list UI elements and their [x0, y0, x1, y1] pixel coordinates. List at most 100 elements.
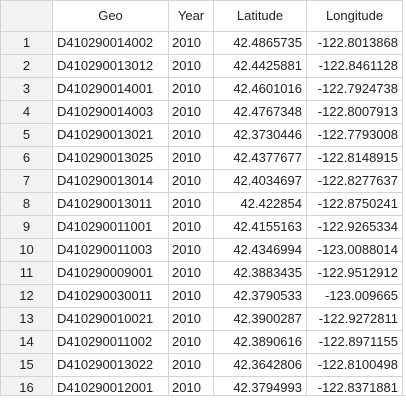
- row-index-cell[interactable]: 6: [0, 146, 53, 170]
- geo-cell[interactable]: D410290013025: [52, 146, 169, 170]
- geo-cell[interactable]: D410290011003: [52, 238, 169, 262]
- longitude-cell[interactable]: -122.8007913: [306, 100, 403, 124]
- row-index-cell[interactable]: 4: [0, 100, 53, 124]
- row-index-cell[interactable]: 14: [0, 330, 53, 354]
- latitude-cell[interactable]: 42.3900287: [213, 307, 307, 331]
- geo-cell[interactable]: D410290013022: [52, 353, 169, 377]
- year-cell[interactable]: 2010: [168, 261, 214, 285]
- table-row[interactable]: 9 D410290011001 2010 42.4155163 -122.9265334: [0, 215, 403, 239]
- table-row[interactable]: 10 D410290011003 2010 42.4346994 -123.008801…: [0, 238, 403, 262]
- table-row[interactable]: 11 D410290009001 2010 42.3883435 -122.951291…: [0, 261, 403, 285]
- geo-cell[interactable]: D410290014002: [52, 31, 169, 55]
- latitude-cell[interactable]: 42.4601016: [213, 77, 307, 101]
- longitude-cell[interactable]: -122.7793008: [306, 123, 403, 147]
- year-cell[interactable]: 2010: [168, 100, 214, 124]
- year-cell[interactable]: 2010: [168, 31, 214, 55]
- row-index-cell[interactable]: 11: [0, 261, 53, 285]
- latitude-cell[interactable]: 42.422854: [213, 192, 307, 216]
- year-cell[interactable]: 2010: [168, 123, 214, 147]
- row-index-cell[interactable]: 13: [0, 307, 53, 331]
- longitude-cell[interactable]: -122.8750241: [306, 192, 403, 216]
- table-row[interactable]: 12 D410290030011 2010 42.3790533 -123.009665: [0, 284, 403, 308]
- table-row[interactable]: 7 D410290013014 2010 42.4034697 -122.8277637: [0, 169, 403, 193]
- longitude-cell[interactable]: -123.009665: [306, 284, 403, 308]
- year-cell[interactable]: 2010: [168, 169, 214, 193]
- table-row[interactable]: 14 D410290011002 2010 42.3890616 -122.897115…: [0, 330, 403, 354]
- row-index-cell[interactable]: 5: [0, 123, 53, 147]
- header-row: Geo Year Latitude Longitude: [0, 0, 403, 32]
- year-cell[interactable]: 2010: [168, 330, 214, 354]
- longitude-cell[interactable]: -122.8013868: [306, 31, 403, 55]
- geo-cell[interactable]: D410290013021: [52, 123, 169, 147]
- latitude-cell[interactable]: 42.4425881: [213, 54, 307, 78]
- row-index-cell[interactable]: 10: [0, 238, 53, 262]
- longitude-cell[interactable]: -122.9272811: [306, 307, 403, 331]
- year-cell[interactable]: 2010: [168, 192, 214, 216]
- latitude-cell[interactable]: 42.3883435: [213, 261, 307, 285]
- year-cell[interactable]: 2010: [168, 353, 214, 377]
- row-index-cell[interactable]: 8: [0, 192, 53, 216]
- table-row[interactable]: 2 D410290013012 2010 42.4425881 -122.8461128: [0, 54, 403, 78]
- longitude-cell[interactable]: -122.9265334: [306, 215, 403, 239]
- geo-cell[interactable]: D410290013012: [52, 54, 169, 78]
- row-index-cell[interactable]: 12: [0, 284, 53, 308]
- year-cell[interactable]: 2010: [168, 146, 214, 170]
- column-header-geo[interactable]: Geo: [52, 0, 169, 32]
- geo-cell[interactable]: D410290013011: [52, 192, 169, 216]
- year-cell[interactable]: 2010: [168, 215, 214, 239]
- latitude-cell[interactable]: 42.4155163: [213, 215, 307, 239]
- latitude-cell[interactable]: 42.4034697: [213, 169, 307, 193]
- year-cell[interactable]: 2010: [168, 307, 214, 331]
- table-body: 1 D410290014002 2010 42.4865735 -122.8013868…: [0, 31, 403, 400]
- geo-cell[interactable]: D410290009001: [52, 261, 169, 285]
- longitude-cell[interactable]: -122.8461128: [306, 54, 403, 78]
- geo-cell[interactable]: D410290011002: [52, 330, 169, 354]
- year-cell[interactable]: 2010: [168, 77, 214, 101]
- year-cell[interactable]: 2010: [168, 284, 214, 308]
- geo-cell[interactable]: D410290014001: [52, 77, 169, 101]
- geo-cell[interactable]: D410290011001: [52, 215, 169, 239]
- table-row[interactable]: 15 D410290013022 2010 42.3642806 -122.810049…: [0, 353, 403, 377]
- row-index-cell[interactable]: 7: [0, 169, 53, 193]
- column-header-longitude[interactable]: Longitude: [306, 0, 403, 32]
- geo-cell[interactable]: D410290030011: [52, 284, 169, 308]
- latitude-cell[interactable]: 42.3642806: [213, 353, 307, 377]
- row-index-cell[interactable]: 3: [0, 77, 53, 101]
- longitude-cell[interactable]: -123.0088014: [306, 238, 403, 262]
- row-index-cell[interactable]: 1: [0, 31, 53, 55]
- longitude-cell[interactable]: -122.8100498: [306, 353, 403, 377]
- row-index-cell[interactable]: 2: [0, 54, 53, 78]
- geo-cell[interactable]: D410290014003: [52, 100, 169, 124]
- row-index-cell[interactable]: 15: [0, 353, 53, 377]
- latitude-cell[interactable]: 42.4377677: [213, 146, 307, 170]
- latitude-cell[interactable]: 42.4346994: [213, 238, 307, 262]
- year-cell[interactable]: 2010: [168, 54, 214, 78]
- longitude-cell[interactable]: -122.8971155: [306, 330, 403, 354]
- year-cell[interactable]: 2010: [168, 238, 214, 262]
- geo-cell[interactable]: D410290010021: [52, 307, 169, 331]
- longitude-cell[interactable]: -122.7924738: [306, 77, 403, 101]
- longitude-cell[interactable]: -122.8148915: [306, 146, 403, 170]
- table-row[interactable]: 4 D410290014003 2010 42.4767348 -122.8007913: [0, 100, 403, 124]
- column-header-year[interactable]: Year: [168, 0, 214, 32]
- table-row[interactable]: 13 D410290010021 2010 42.3900287 -122.927281…: [0, 307, 403, 331]
- column-header-latitude[interactable]: Latitude: [213, 0, 307, 32]
- table-row[interactable]: 1 D410290014002 2010 42.4865735 -122.8013868: [0, 31, 403, 55]
- corner-header-cell[interactable]: [0, 0, 53, 32]
- row-index-cell[interactable]: 16: [0, 376, 53, 400]
- geo-cell[interactable]: D410290013014: [52, 169, 169, 193]
- latitude-cell[interactable]: 42.3890616: [213, 330, 307, 354]
- row-index-cell[interactable]: 9: [0, 215, 53, 239]
- table-row[interactable]: 6 D410290013025 2010 42.4377677 -122.8148915: [0, 146, 403, 170]
- longitude-cell[interactable]: -122.9512912: [306, 261, 403, 285]
- table-row[interactable]: 5 D410290013021 2010 42.3730446 -122.7793008: [0, 123, 403, 147]
- latitude-cell[interactable]: 42.4865735: [213, 31, 307, 55]
- longitude-cell[interactable]: -122.8277637: [306, 169, 403, 193]
- latitude-cell[interactable]: 42.4767348: [213, 100, 307, 124]
- latitude-cell[interactable]: 42.3730446: [213, 123, 307, 147]
- table-row[interactable]: 3 D410290014001 2010 42.4601016 -122.7924738: [0, 77, 403, 101]
- latitude-cell[interactable]: 42.3790533: [213, 284, 307, 308]
- table-row[interactable]: 8 D410290013011 2010 42.422854 -122.8750241: [0, 192, 403, 216]
